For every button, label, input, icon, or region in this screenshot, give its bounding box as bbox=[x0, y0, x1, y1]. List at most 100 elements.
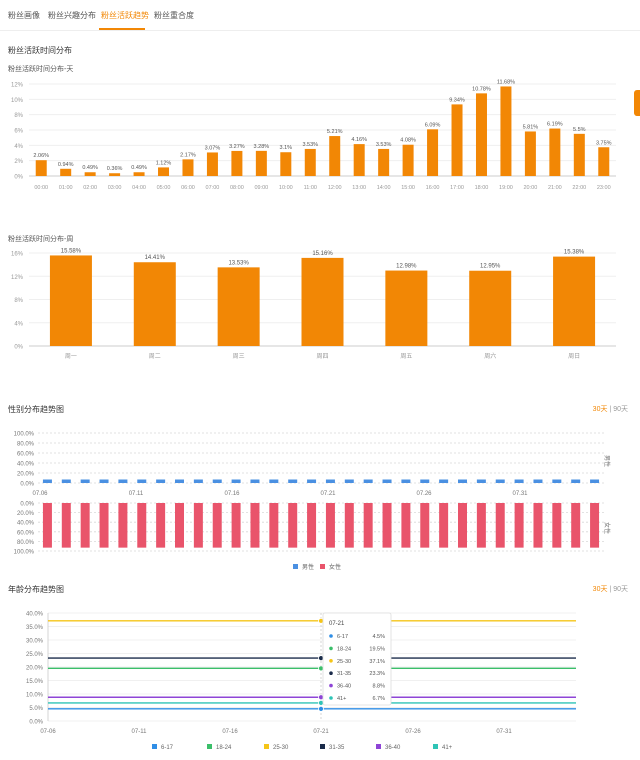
tooltip-series-name: 6-17 bbox=[337, 634, 348, 640]
male-bar-7 bbox=[175, 479, 184, 483]
tab-fan-interest[interactable]: 粉丝兴趣分布 bbox=[48, 11, 96, 20]
tooltip-marker bbox=[329, 671, 333, 675]
tab-fan-overlap[interactable]: 粉丝重合度 bbox=[154, 11, 194, 20]
age-range-90d[interactable]: 90天 bbox=[613, 586, 628, 593]
age-range-switch: 30天 | 90天 bbox=[593, 584, 628, 594]
y-tick-label: 40.0% bbox=[17, 462, 35, 468]
y-tick-label: 4% bbox=[14, 321, 23, 327]
data-label: 13.53% bbox=[228, 260, 249, 266]
x-tick-label: 21:00 bbox=[548, 185, 562, 191]
y-tick-label: 40.0% bbox=[26, 612, 44, 618]
legend-swatch bbox=[376, 744, 381, 749]
y-tick-label: 80.0% bbox=[17, 540, 35, 546]
female-bar-8 bbox=[193, 503, 203, 548]
tab-fan-activity[interactable]: 粉丝活跃趋势 bbox=[101, 11, 149, 20]
female-bar-2 bbox=[80, 503, 90, 548]
tooltip-date: 07-21 bbox=[329, 621, 345, 627]
data-label: 11.68% bbox=[497, 79, 515, 85]
x-tick-label: 03:00 bbox=[108, 185, 122, 191]
female-bar-13 bbox=[288, 503, 298, 548]
legend-label: 25-30 bbox=[273, 745, 289, 751]
chart-title-day: 粉丝活跃时间分布-天 bbox=[8, 66, 74, 73]
female-bar-9 bbox=[212, 503, 222, 548]
bar-weekday-1 bbox=[133, 262, 176, 346]
y-tick-label: 4% bbox=[14, 144, 23, 150]
x-tick-label: 07-06 bbox=[40, 729, 56, 735]
data-label: 5.5% bbox=[573, 127, 586, 133]
data-label: 6.19% bbox=[547, 122, 563, 128]
male-bar-17 bbox=[363, 479, 373, 483]
gender-range-90d[interactable]: 90天 bbox=[613, 406, 628, 413]
y-tick-label: 16% bbox=[11, 252, 24, 258]
x-tick-label: 07-21 bbox=[313, 729, 329, 735]
male-bar-5 bbox=[137, 479, 147, 483]
legend-label: 41+ bbox=[442, 745, 453, 751]
female-bar-27 bbox=[552, 503, 562, 548]
tooltip-marker bbox=[329, 659, 333, 663]
x-tick-label: 01:00 bbox=[59, 185, 73, 191]
female-bar-6 bbox=[156, 503, 166, 548]
legend-swatch-female bbox=[320, 564, 325, 569]
bar-weekday-3 bbox=[301, 257, 344, 346]
x-tick-label: 周二 bbox=[149, 353, 161, 360]
male-bar-9 bbox=[212, 479, 222, 483]
y-tick-label: 0% bbox=[14, 175, 23, 181]
x-tick-label: 11:00 bbox=[304, 185, 317, 191]
x-tick-label: 周三 bbox=[233, 353, 245, 360]
tooltip-series-name: 25-30 bbox=[337, 659, 351, 665]
bar-hour-4 bbox=[133, 172, 145, 176]
y-tick-label: 10% bbox=[11, 98, 24, 104]
female-bar-17 bbox=[363, 503, 373, 548]
male-bar-28 bbox=[571, 479, 581, 483]
male-bar-20 bbox=[420, 479, 430, 483]
female-bar-15 bbox=[325, 503, 335, 548]
y-tick-label: 20.0% bbox=[17, 511, 35, 517]
age-range-30d[interactable]: 30天 bbox=[592, 586, 608, 593]
bar-hour-20 bbox=[524, 131, 536, 176]
bar-hour-6 bbox=[182, 159, 194, 176]
male-bar-29 bbox=[590, 479, 600, 483]
data-label: 0.36% bbox=[107, 166, 123, 172]
tab-fan-portrait[interactable]: 粉丝画像 bbox=[8, 11, 40, 20]
female-bar-12 bbox=[269, 503, 279, 548]
bar-hour-17 bbox=[451, 104, 463, 176]
data-label: 4.16% bbox=[351, 137, 367, 143]
female-bar-3 bbox=[99, 503, 109, 548]
x-tick-label: 05:00 bbox=[157, 185, 171, 191]
bar-hour-12 bbox=[329, 136, 341, 176]
y-tick-label: 100.0% bbox=[14, 432, 35, 438]
male-bar-8 bbox=[193, 479, 203, 483]
male-bar-27 bbox=[552, 479, 562, 483]
data-label: 1.12% bbox=[156, 160, 172, 166]
female-bar-20 bbox=[420, 503, 430, 548]
y-tick-label: 10.0% bbox=[26, 693, 44, 699]
legend-label: 36-40 bbox=[385, 745, 401, 751]
x-tick-label: 07-26 bbox=[405, 729, 421, 735]
x-tick-label: 周六 bbox=[484, 352, 496, 360]
y-tick-label: 15.0% bbox=[26, 679, 44, 685]
tooltip-series-value: 6.7% bbox=[372, 696, 385, 702]
male-bar-12 bbox=[269, 479, 279, 483]
x-tick-label: 07-16 bbox=[222, 729, 238, 735]
side-panel-handle[interactable] bbox=[634, 90, 640, 116]
x-tick-label: 07.26 bbox=[416, 491, 432, 497]
bar-hour-3 bbox=[109, 173, 121, 176]
male-bar-0 bbox=[42, 479, 52, 483]
chart-day-distribution: 0% 2% 4% 6% 8% 10% 12% 2.06% 00:00 0.94% 01:00 0.49… bbox=[11, 79, 616, 191]
female-bar-14 bbox=[307, 503, 317, 548]
tooltip-marker bbox=[329, 634, 333, 638]
female-bar-19 bbox=[401, 503, 411, 548]
data-label: 3.53% bbox=[376, 142, 392, 148]
y-tick-label: 25.0% bbox=[26, 652, 44, 658]
data-label: 14.41% bbox=[145, 255, 166, 261]
x-tick-label: 周五 bbox=[400, 353, 412, 360]
bar-hour-0 bbox=[35, 160, 47, 176]
y-tick-label: 40.0% bbox=[17, 521, 35, 527]
x-tick-label: 02:00 bbox=[83, 185, 97, 191]
x-tick-label: 07.21 bbox=[320, 491, 336, 497]
gender-range-30d[interactable]: 30天 bbox=[592, 406, 608, 413]
data-label: 3.27% bbox=[229, 144, 245, 150]
male-bar-13 bbox=[288, 479, 298, 483]
data-label: 10.78% bbox=[472, 86, 491, 92]
